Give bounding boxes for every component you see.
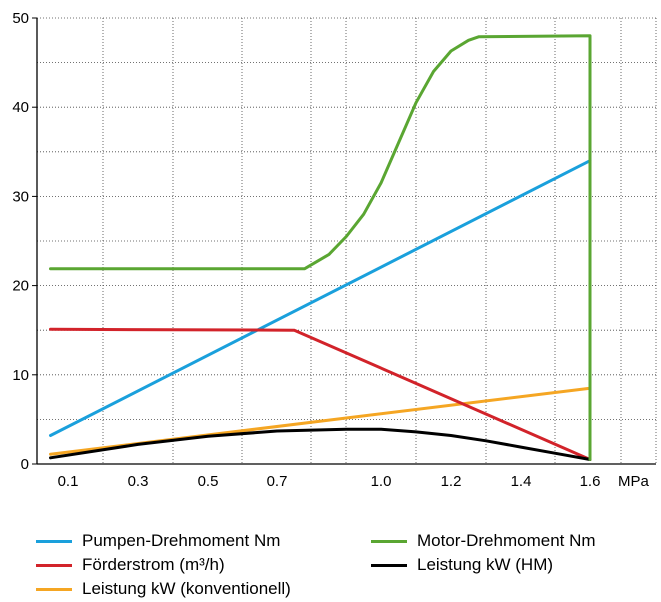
y-tick-label: 0	[21, 456, 29, 473]
x-tick-label: 0.3	[128, 473, 149, 490]
legend-label: Leistung kW (konventionell)	[82, 579, 291, 598]
legend-item-leistung-konventionell: Leistung kW (konventionell)	[36, 578, 291, 600]
legend-swatch	[36, 587, 72, 591]
series-line	[49, 427, 592, 461]
x-tick-label: 0.7	[267, 473, 288, 490]
legend-swatch	[36, 563, 72, 567]
x-tick-label: 1.6	[580, 473, 601, 490]
x-tick-label: 1.0	[371, 473, 392, 490]
y-tick-label: 40	[12, 99, 29, 116]
legend-label: Pumpen-Drehmoment Nm	[82, 531, 281, 550]
x-tick-label: 1.4	[511, 473, 532, 490]
legend-item-leistung-hm: Leistung kW (HM)	[371, 554, 553, 576]
legend-label: Förderstrom (m³/h)	[82, 555, 225, 574]
x-tick-label: 0.5	[198, 473, 219, 490]
x-tick-label: 0.1	[58, 473, 79, 490]
grid	[37, 17, 657, 464]
x-tick-labels: 0.1 0.3 0.5 0.7 1.0 1.2 1.4 1.6	[58, 473, 601, 490]
x-unit-label: MPa	[618, 473, 650, 490]
series-layer	[49, 34, 592, 461]
y-tick-label: 30	[12, 188, 29, 205]
series-line	[49, 34, 592, 461]
legend-label: Motor-Drehmoment Nm	[417, 531, 596, 550]
legend-item-motor-drehmoment: Motor-Drehmoment Nm	[371, 530, 596, 552]
y-tick-label: 50	[12, 10, 29, 27]
x-tick-label: 1.2	[441, 473, 462, 490]
legend-swatch	[36, 539, 72, 543]
y-tick-label: 20	[12, 278, 29, 295]
legend: Pumpen-Drehmoment Nm Förderstrom (m³/h) …	[0, 528, 661, 602]
y-tick-label: 10	[12, 367, 29, 384]
legend-swatch	[371, 563, 407, 567]
legend-item-foerderstrom: Förderstrom (m³/h)	[36, 554, 225, 576]
series-line	[49, 159, 592, 437]
y-tick-labels: 0 10 20 30 40 50	[12, 10, 37, 473]
legend-swatch	[371, 539, 407, 543]
legend-label: Leistung kW (HM)	[417, 555, 554, 574]
chart-area: 0 10 20 30 40 50 0.1 0.3 0.5 0.7 1.0 1.2 1.4 1.6 MPa	[12, 10, 657, 490]
series-line	[49, 327, 592, 461]
legend-item-pumpen-drehmoment: Pumpen-Drehmoment Nm	[36, 530, 280, 552]
